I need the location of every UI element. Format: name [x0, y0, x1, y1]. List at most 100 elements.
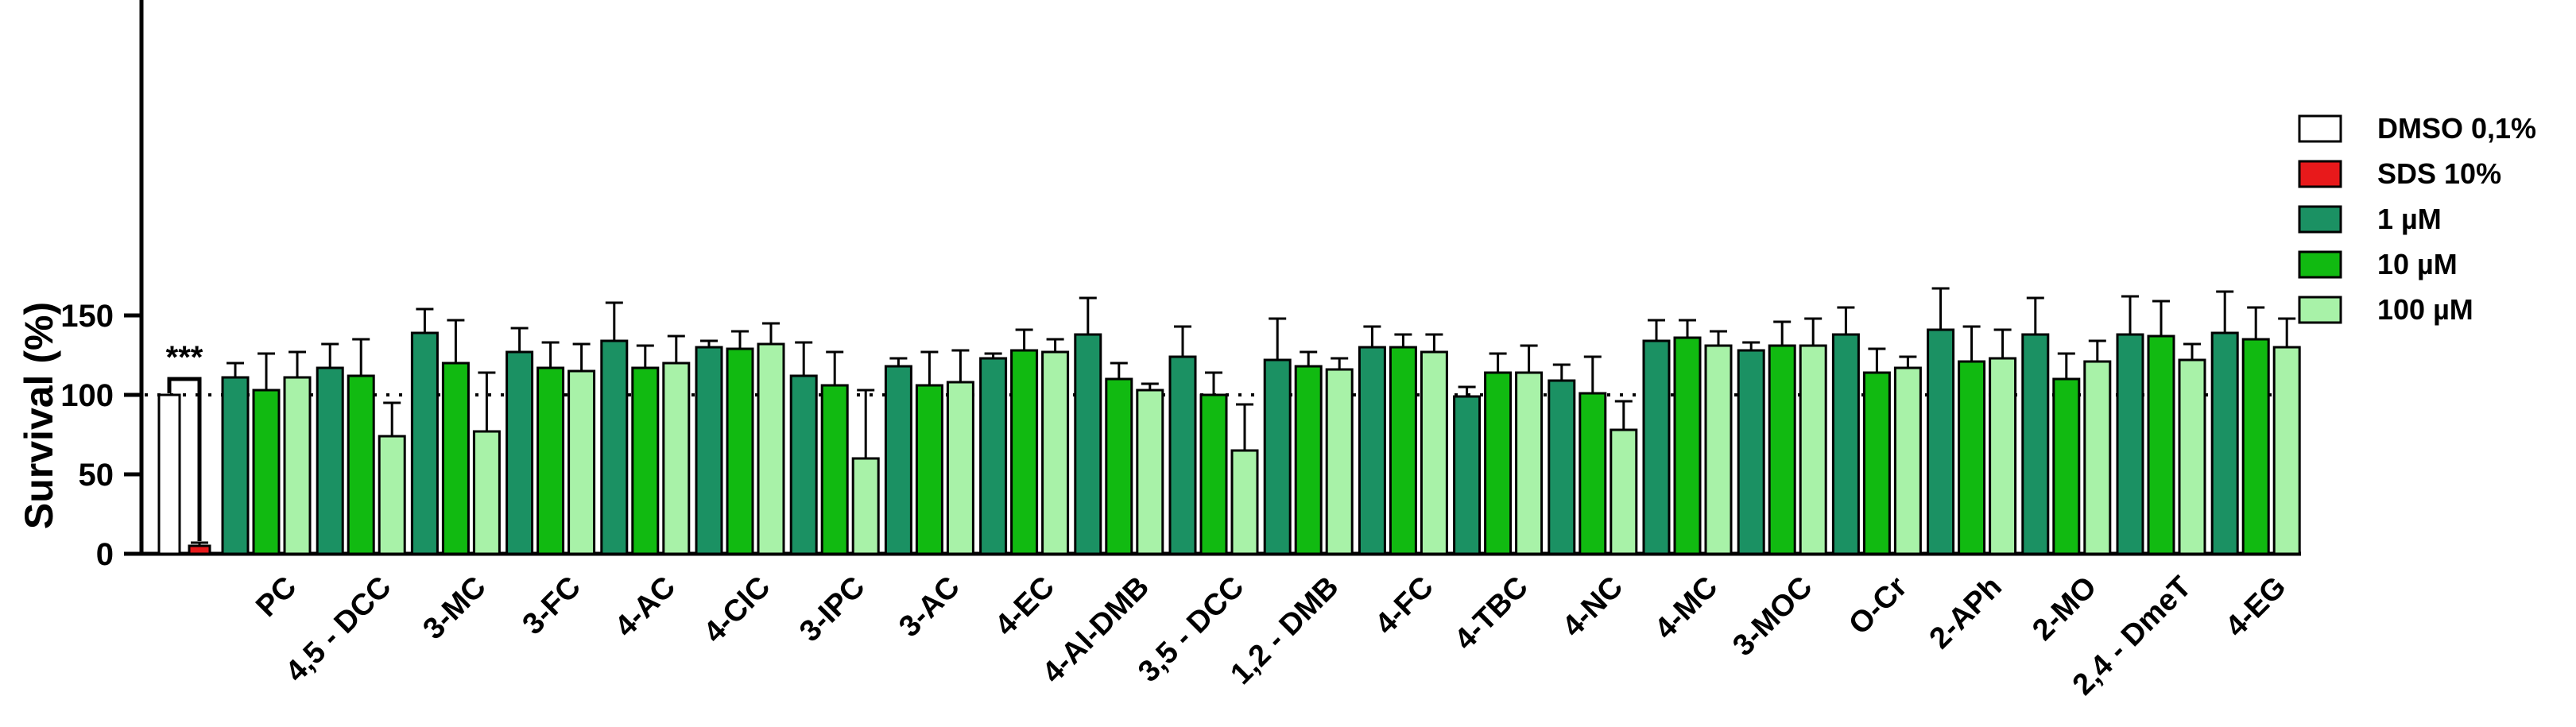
bar	[472, 430, 501, 555]
bar	[1989, 357, 2017, 555]
bar	[1515, 371, 1544, 555]
category-label: 4-EC	[989, 570, 1061, 643]
legend: DMSO 0,1% SDS 10% 1 µM 10 µM 100 µM	[2298, 112, 2536, 326]
bar	[1831, 333, 1860, 555]
bar	[1453, 395, 1482, 555]
bar	[1548, 379, 1576, 555]
y-tick-label: 50	[79, 458, 114, 493]
bar	[979, 357, 1008, 555]
bar	[2241, 338, 2270, 555]
significance-label: ***	[166, 340, 203, 375]
bar	[1263, 358, 1292, 555]
bar	[884, 365, 912, 555]
bar	[2116, 333, 2144, 555]
bar	[600, 339, 629, 555]
bar	[1105, 377, 1133, 555]
legend-label: SDS 10%	[2377, 157, 2501, 190]
y-axis-title: Survival (%)	[17, 302, 61, 529]
bar	[2272, 346, 2301, 555]
control-bar	[157, 393, 181, 555]
bar	[1673, 336, 1702, 555]
legend-swatch	[2298, 205, 2342, 234]
bar	[2052, 377, 2081, 555]
bar	[851, 457, 880, 555]
bar	[1642, 339, 1671, 555]
bar	[567, 369, 596, 555]
legend-swatch	[2298, 250, 2342, 279]
bar	[1168, 355, 1197, 555]
bar	[726, 347, 754, 555]
bar	[506, 350, 534, 555]
category-label: 3-AC	[893, 570, 966, 644]
bar	[1737, 349, 1765, 555]
bar	[789, 374, 818, 555]
bar	[1389, 346, 1417, 555]
bar	[1041, 350, 1070, 555]
category-label: 4-TBC	[1448, 570, 1535, 657]
category-label: 2-MO	[2026, 570, 2103, 648]
bar	[1010, 349, 1039, 555]
y-tick-label: 150	[60, 299, 114, 334]
bar	[1074, 333, 1102, 555]
bar	[695, 346, 723, 555]
bar	[252, 389, 281, 555]
labels: PC4,5 - DCC 3-MC 3-FC 4-AC 4-ClC 3-IPC 3-AC 4-E…	[250, 570, 2292, 702]
bar	[1199, 393, 1228, 555]
category-label: 3-FC	[517, 570, 587, 641]
category-label: 4-MC	[1648, 570, 1724, 646]
legend-label: DMSO 0,1%	[2377, 112, 2536, 145]
category-label: 4-NC	[1556, 570, 1629, 644]
category-label: 4-FC	[1369, 570, 1439, 641]
category-label: 3-MC	[416, 570, 492, 646]
category-label: 4-AC	[609, 570, 682, 644]
category-label: 3-IPC	[793, 570, 871, 648]
bar	[347, 374, 375, 555]
bar	[1420, 350, 1448, 555]
bar	[757, 342, 785, 555]
y-tick-label: 0	[96, 537, 114, 572]
bar	[283, 376, 312, 555]
category-label: PC	[250, 570, 303, 624]
bar	[2083, 360, 2112, 555]
legend-swatch	[2298, 114, 2342, 143]
bar	[2210, 331, 2239, 555]
bar	[410, 331, 439, 555]
bar	[1768, 344, 1796, 555]
bar	[316, 366, 344, 555]
bar	[662, 362, 691, 555]
category-label: 4-EG	[2219, 570, 2292, 644]
bar	[1958, 360, 1986, 555]
category-label: 3-MOC	[1726, 570, 1819, 663]
legend-label: 100 µM	[2377, 293, 2473, 326]
bar	[1230, 449, 1259, 555]
bar	[1136, 389, 1164, 555]
bar	[441, 362, 470, 555]
bar	[1704, 344, 1733, 555]
bar	[1484, 371, 1513, 555]
bar	[1893, 366, 1922, 555]
bar	[1799, 344, 1827, 555]
bar	[631, 366, 660, 555]
bar	[2178, 358, 2206, 555]
bar	[2147, 334, 2175, 555]
bar	[1579, 392, 1607, 555]
bar	[915, 384, 943, 555]
bar	[1862, 371, 1891, 555]
bar	[1325, 368, 1354, 555]
bar	[221, 376, 250, 555]
bar	[1610, 428, 1638, 555]
bar	[537, 366, 565, 555]
bar	[820, 384, 849, 555]
category-label: O-Cr	[1842, 570, 1914, 642]
category-label: 4-ClC	[697, 570, 777, 650]
bar	[378, 435, 406, 555]
legend-label: 10 µM	[2377, 248, 2458, 280]
bar	[1927, 328, 1955, 555]
bar	[946, 381, 974, 555]
bar	[2021, 333, 2050, 555]
significance-bracket	[167, 377, 202, 541]
y-tick-label: 100	[60, 378, 114, 413]
bar	[1294, 365, 1323, 555]
category-label: 2-APh	[1923, 570, 2009, 655]
